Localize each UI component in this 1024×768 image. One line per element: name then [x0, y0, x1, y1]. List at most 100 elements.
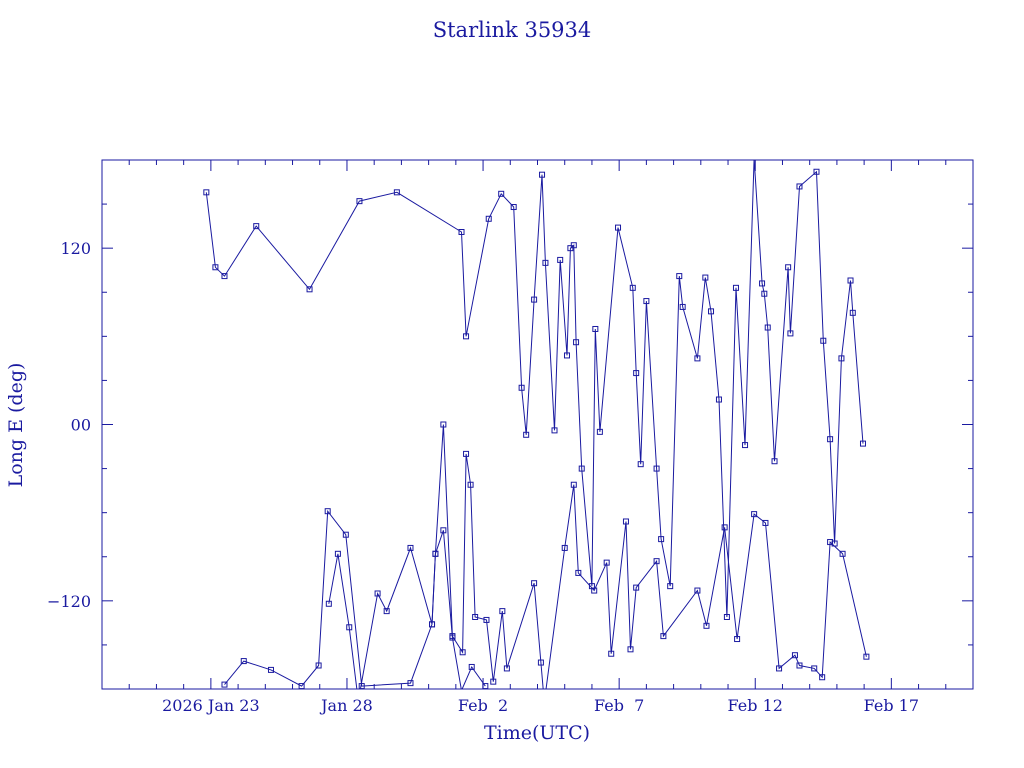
data-point [485, 215, 492, 222]
data-point [468, 663, 475, 670]
data-point [267, 666, 274, 673]
data-point [510, 204, 517, 211]
data-point [253, 223, 260, 230]
data-point [542, 259, 549, 266]
data-point [432, 550, 439, 557]
data-point [679, 303, 686, 310]
data-point [708, 308, 715, 315]
y-tick-label: −120 [47, 592, 91, 611]
data-point [761, 290, 768, 297]
data-point [637, 461, 644, 468]
x-tick-label: Feb 17 [864, 696, 919, 715]
y-tick-label: 120 [60, 239, 91, 258]
data-point [518, 384, 525, 391]
data-point [573, 339, 580, 346]
data-point [449, 633, 456, 640]
data-point [358, 683, 365, 689]
data-point [523, 431, 530, 438]
series-3 [221, 421, 870, 689]
data-point [827, 539, 834, 546]
data-point [570, 242, 577, 249]
data-point [325, 600, 332, 607]
data-point [531, 296, 538, 303]
data-point [490, 678, 497, 685]
data-point [791, 652, 798, 659]
data-point [820, 337, 827, 344]
plot-area [203, 160, 870, 689]
data-point [667, 583, 674, 590]
data-point [563, 352, 570, 359]
data-point [721, 524, 728, 531]
data-point [694, 587, 701, 594]
data-point [212, 264, 219, 271]
data-point [203, 189, 210, 196]
data-point [633, 584, 640, 591]
data-point [592, 325, 599, 332]
data-point [622, 518, 629, 525]
x-tick-label: Feb 12 [728, 696, 783, 715]
data-point [849, 309, 856, 316]
data-point [653, 465, 660, 472]
series-line [224, 424, 867, 689]
data-point [847, 277, 854, 284]
data-point [676, 273, 683, 280]
data-point [715, 396, 722, 403]
data-point [796, 183, 803, 190]
data-point [557, 256, 564, 263]
series-line [328, 530, 486, 689]
x-tick-label: Jan 28 [319, 696, 373, 715]
y-axis-label: Long E (deg) [5, 363, 27, 488]
data-point [751, 511, 758, 518]
data-point [771, 458, 778, 465]
data-point [787, 330, 794, 337]
data-point [764, 324, 771, 331]
data-point [324, 508, 331, 515]
data-point [703, 622, 710, 629]
data-point [827, 436, 834, 443]
data-point [537, 659, 544, 666]
data-point [723, 613, 730, 620]
data-point [472, 613, 479, 620]
y-axis: −120 00 120 [47, 159, 973, 690]
data-point [762, 519, 769, 526]
data-point [483, 616, 490, 623]
data-point [342, 531, 349, 538]
data-point [407, 680, 414, 687]
data-point [596, 428, 603, 435]
data-point [608, 650, 615, 657]
data-point [591, 587, 598, 594]
data-point [796, 662, 803, 669]
y-tick-label: 00 [71, 416, 91, 435]
data-point [459, 649, 466, 656]
data-point [658, 536, 665, 543]
data-point [863, 653, 870, 660]
x-axis: 2026 Jan 23 Jan 28 Feb 2 Feb 7 Feb 12 Feb 17 [101, 160, 974, 715]
data-point [346, 624, 353, 631]
data-point [240, 658, 247, 665]
x-axis-label: Time(UTC) [484, 722, 590, 744]
data-point [838, 355, 845, 362]
data-point [221, 273, 228, 280]
data-point [643, 298, 650, 305]
data-point [498, 190, 505, 197]
data-point [374, 590, 381, 597]
data-point [334, 550, 341, 557]
data-point [785, 264, 792, 271]
data-point [499, 608, 506, 615]
data-point [383, 608, 390, 615]
data-point [694, 355, 701, 362]
data-point [776, 665, 783, 672]
data-point [819, 674, 826, 681]
data-point [315, 662, 322, 669]
data-point [440, 421, 447, 428]
data-point [539, 171, 546, 178]
data-point [578, 465, 585, 472]
data-point [811, 665, 818, 672]
data-point [356, 198, 363, 205]
data-point [629, 284, 636, 291]
data-point [458, 229, 465, 236]
data-point [407, 544, 414, 551]
data-point [298, 683, 305, 689]
data-point [463, 333, 470, 340]
